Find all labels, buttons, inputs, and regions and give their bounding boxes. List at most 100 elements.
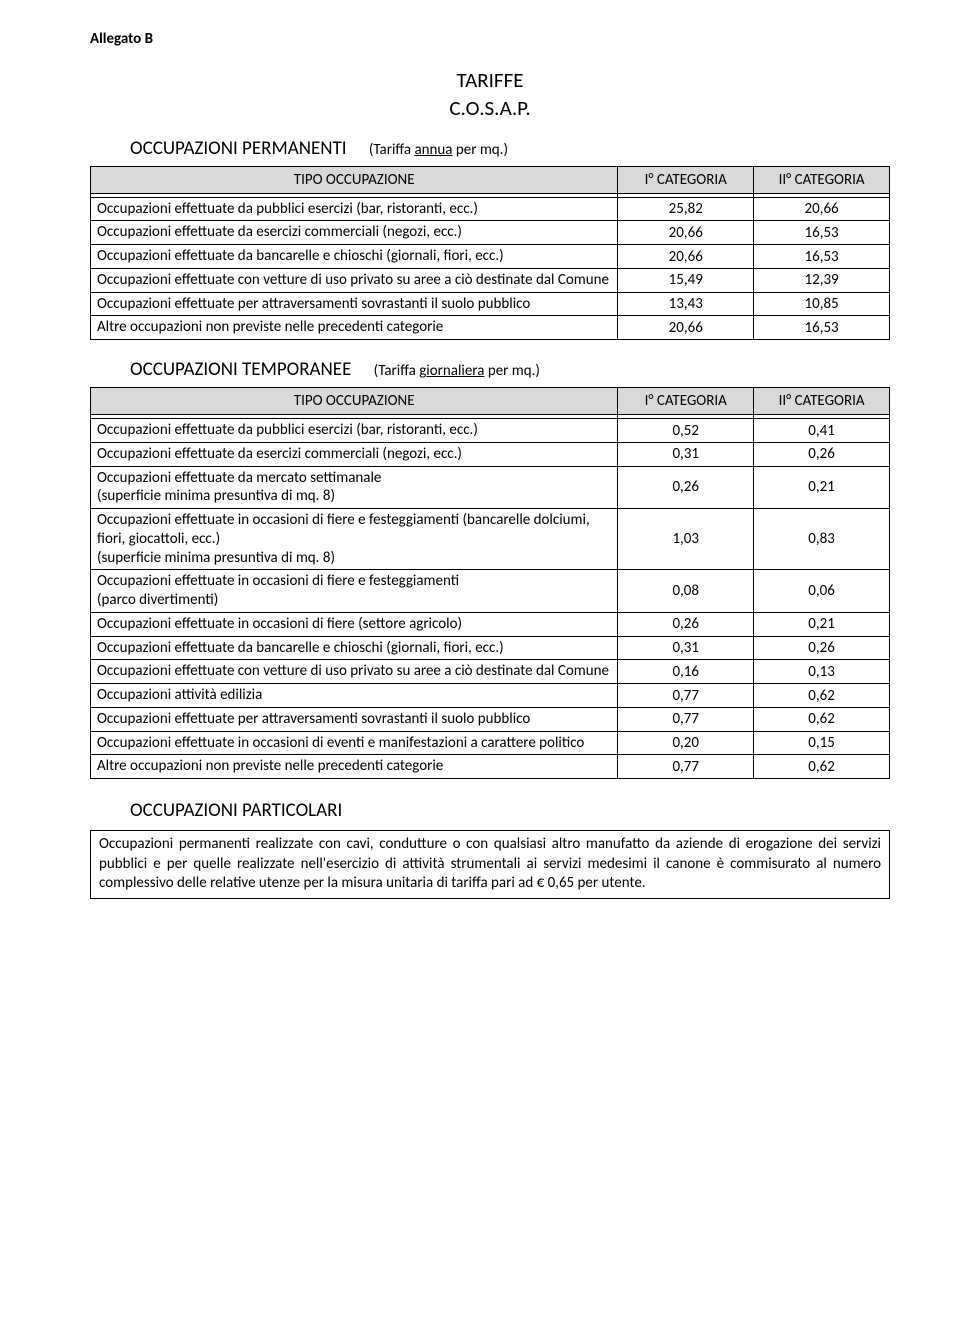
cell-value: 16,53 — [754, 316, 890, 340]
cell-label: Occupazioni effettuate da pubblici eserc… — [91, 197, 618, 221]
cell-label: Occupazioni effettuate con vetture di us… — [91, 660, 618, 684]
cell-value: 13,43 — [618, 292, 754, 316]
cell-label: Occupazioni effettuate da bancarelle e c… — [91, 636, 618, 660]
cell-label: Occupazioni effettuate con vetture di us… — [91, 268, 618, 292]
cell-value: 20,66 — [618, 245, 754, 269]
cell-value: 0,06 — [754, 570, 890, 613]
table-row: Occupazioni effettuate da pubblici eserc… — [91, 419, 890, 443]
table-row: Occupazioni effettuate con vetture di us… — [91, 268, 890, 292]
note-box: Occupazioni permanenti realizzate con ca… — [90, 830, 890, 899]
cell-value: 0,26 — [754, 636, 890, 660]
table-row: Altre occupazioni non previste nelle pre… — [91, 755, 890, 779]
cell-value: 0,62 — [754, 707, 890, 731]
cell-value: 0,77 — [618, 755, 754, 779]
cell-value: 0,62 — [754, 755, 890, 779]
cell-value: 20,66 — [754, 197, 890, 221]
cell-value: 0,77 — [618, 684, 754, 708]
cell-value: 16,53 — [754, 245, 890, 269]
cell-value: 25,82 — [618, 197, 754, 221]
cell-value: 0,41 — [754, 419, 890, 443]
cell-label: Occupazioni effettuate da mercato settim… — [91, 466, 618, 509]
cell-label: Occupazioni effettuate da esercizi comme… — [91, 442, 618, 466]
cell-label: Occupazioni attività edilizia — [91, 684, 618, 708]
section-temporanee-label: OCCUPAZIONI TEMPORANEE — [130, 358, 351, 381]
cell-value: 0,77 — [618, 707, 754, 731]
cell-label: Occupazioni effettuate in occasioni di f… — [91, 570, 618, 613]
cell-value: 0,16 — [618, 660, 754, 684]
section-permanenti-tariffa: (Tariffa annua per mq.) — [369, 141, 508, 159]
col-tipo: TIPO OCCUPAZIONE — [91, 388, 618, 415]
section-temporanee-heading: OCCUPAZIONI TEMPORANEE (Tariffa giornali… — [130, 358, 890, 381]
cell-value: 12,39 — [754, 268, 890, 292]
section-permanenti-label: OCCUPAZIONI PERMANENTI — [130, 137, 347, 160]
table-row: Occupazioni attività edilizia0,770,62 — [91, 684, 890, 708]
allegato-heading: Allegato B — [90, 30, 890, 48]
cell-value: 0,62 — [754, 684, 890, 708]
title-line-2: C.O.S.A.P. — [90, 94, 890, 122]
table-row: Occupazioni effettuate in occasioni di f… — [91, 612, 890, 636]
cell-value: 15,49 — [618, 268, 754, 292]
table-row: Occupazioni effettuate per attraversamen… — [91, 707, 890, 731]
cell-value: 0,15 — [754, 731, 890, 755]
tariffa-suffix: per mq.) — [452, 141, 508, 159]
tariffa-prefix: (Tariffa — [369, 141, 415, 159]
table-row: Occupazioni effettuate in occasioni di e… — [91, 731, 890, 755]
page: Allegato B TARIFFE C.O.S.A.P. OCCUPAZION… — [0, 0, 960, 939]
table-row: Occupazioni effettuate da pubblici eserc… — [91, 197, 890, 221]
tariffa-underline: giornaliera — [419, 362, 484, 380]
table-row: Occupazioni effettuate da bancarelle e c… — [91, 636, 890, 660]
cell-value: 20,66 — [618, 221, 754, 245]
cell-value: 16,53 — [754, 221, 890, 245]
cell-value: 0,52 — [618, 419, 754, 443]
tariffa-prefix: (Tariffa — [374, 362, 420, 380]
cell-value: 1,03 — [618, 509, 754, 570]
section-particolari-heading: OCCUPAZIONI PARTICOLARI — [130, 799, 890, 822]
cell-label: Occupazioni effettuate da bancarelle e c… — [91, 245, 618, 269]
table-row: Occupazioni effettuate da esercizi comme… — [91, 221, 890, 245]
cell-label: Occupazioni effettuate in occasioni di e… — [91, 731, 618, 755]
tariffa-underline: annua — [414, 141, 452, 159]
table-temporanee: TIPO OCCUPAZIONE I° CATEGORIA II° CATEGO… — [90, 387, 890, 779]
cell-label: Occupazioni effettuate da esercizi comme… — [91, 221, 618, 245]
cell-label: Occupazioni effettuate per attraversamen… — [91, 292, 618, 316]
section-permanenti-heading: OCCUPAZIONI PERMANENTI (Tariffa annua pe… — [130, 137, 890, 160]
col-cat1: I° CATEGORIA — [618, 166, 754, 193]
table-row: Occupazioni effettuate con vetture di us… — [91, 660, 890, 684]
table-row: Occupazioni effettuate da bancarelle e c… — [91, 245, 890, 269]
col-tipo: TIPO OCCUPAZIONE — [91, 166, 618, 193]
title-block: TARIFFE C.O.S.A.P. — [90, 66, 890, 123]
table-row: Occupazioni effettuate da mercato settim… — [91, 466, 890, 509]
col-cat2: II° CATEGORIA — [754, 388, 890, 415]
cell-value: 0,26 — [754, 442, 890, 466]
cell-value: 0,31 — [618, 636, 754, 660]
cell-label: Occupazioni effettuate in occasioni di f… — [91, 612, 618, 636]
table-row: Occupazioni effettuate in occasioni di f… — [91, 509, 890, 570]
table-header-row: TIPO OCCUPAZIONE I° CATEGORIA II° CATEGO… — [91, 166, 890, 193]
table-row: Occupazioni effettuate per attraversamen… — [91, 292, 890, 316]
section-particolari-label: OCCUPAZIONI PARTICOLARI — [130, 799, 342, 822]
cell-label: Altre occupazioni non previste nelle pre… — [91, 316, 618, 340]
cell-value: 0,21 — [754, 466, 890, 509]
table-row: Occupazioni effettuate da esercizi comme… — [91, 442, 890, 466]
table-header-row: TIPO OCCUPAZIONE I° CATEGORIA II° CATEGO… — [91, 388, 890, 415]
section-temporanee-tariffa: (Tariffa giornaliera per mq.) — [374, 362, 540, 380]
table-row: Altre occupazioni non previste nelle pre… — [91, 316, 890, 340]
tariffa-suffix: per mq.) — [484, 362, 540, 380]
cell-value: 20,66 — [618, 316, 754, 340]
cell-value: 0,08 — [618, 570, 754, 613]
cell-label: Occupazioni effettuate da pubblici eserc… — [91, 419, 618, 443]
cell-label: Occupazioni effettuate in occasioni di f… — [91, 509, 618, 570]
table-row: Occupazioni effettuate in occasioni di f… — [91, 570, 890, 613]
cell-value: 0,13 — [754, 660, 890, 684]
cell-value: 0,26 — [618, 466, 754, 509]
cell-value: 0,21 — [754, 612, 890, 636]
cell-label: Occupazioni effettuate per attraversamen… — [91, 707, 618, 731]
title-line-1: TARIFFE — [90, 66, 890, 94]
cell-value: 0,20 — [618, 731, 754, 755]
cell-label: Altre occupazioni non previste nelle pre… — [91, 755, 618, 779]
cell-value: 10,85 — [754, 292, 890, 316]
cell-value: 0,26 — [618, 612, 754, 636]
table-permanenti: TIPO OCCUPAZIONE I° CATEGORIA II° CATEGO… — [90, 166, 890, 341]
cell-value: 0,83 — [754, 509, 890, 570]
col-cat1: I° CATEGORIA — [618, 388, 754, 415]
